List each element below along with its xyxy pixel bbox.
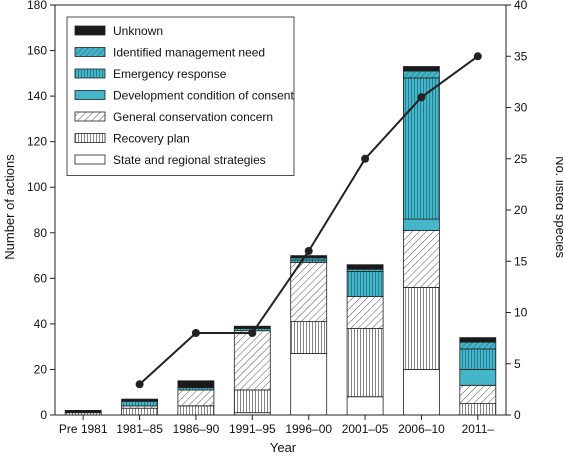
bar-general-conservation-concern-1996-00 [290, 261, 328, 322]
x-tick-label: 1981–85 [116, 422, 163, 436]
y-tick-label: 40 [34, 317, 48, 331]
y2-axis-title: No. listed species [553, 156, 563, 258]
y-tick-label: 100 [27, 180, 47, 194]
bar-unknown-2006-10 [402, 66, 440, 72]
y-tick-label: 60 [34, 271, 48, 285]
x-tick-label: 1996–00 [285, 422, 332, 436]
species-point-2006-10 [417, 93, 426, 102]
bar-unknown-pre-1981 [64, 409, 102, 414]
x-tick-label: 2011– [462, 422, 495, 436]
y-tick-label: 160 [27, 44, 47, 58]
y2-tick-label: 30 [514, 101, 528, 115]
legend-swatch-identified-management-need [74, 47, 106, 57]
bar-emergency-response-1986-90 [177, 387, 215, 391]
bar-general-conservation-concern-2001-05 [346, 296, 384, 329]
bar-emergency-response-2006-10 [402, 77, 440, 220]
y2-tick-label: 5 [514, 357, 521, 371]
species-point-2001-05 [361, 154, 370, 163]
legend-swatch-development-condition-of-consent [74, 90, 106, 100]
legend-label-state-and-regional-strategies: State and regional strategies [113, 153, 266, 167]
bar-general-conservation-concern-2006-10 [402, 230, 440, 288]
y2-tick-label: 20 [514, 203, 528, 217]
legend-swatch-unknown [74, 25, 106, 36]
y2-tick-label: 15 [514, 254, 528, 268]
species-point-1986-90 [191, 329, 200, 337]
y-tick-label: 140 [27, 89, 47, 103]
legend-label-unknown: Unknown [113, 24, 163, 38]
y-tick-label: 180 [27, 0, 47, 12]
legend-label-development-condition-of-consent: Development condition of consent [113, 89, 294, 103]
bar-development-condition-of-consent-2011 [459, 368, 497, 386]
bar-emergency-response-2001-05 [346, 271, 384, 298]
legend-swatch-general-conservation-concern [74, 111, 106, 122]
y2-tick-label: 0 [514, 408, 521, 422]
x-tick-label: 2001–05 [342, 422, 389, 436]
y2-tick-label: 25 [514, 152, 528, 166]
bar-state-and-regional-strategies-1996-00 [290, 353, 328, 416]
bar-recovery-plan-1991-95 [233, 389, 271, 414]
bars-group [64, 66, 497, 416]
bar-unknown-1981-85 [121, 398, 158, 402]
bar-unknown-1986-90 [177, 380, 215, 388]
bar-unknown-2001-05 [346, 264, 384, 270]
bar-recovery-plan-2011 [459, 403, 497, 416]
species-line-group [135, 52, 482, 389]
axes-group: 0 20 40 60 80 100 120 140 160 180 0 5 10 15 20 25 30 35 40… [27, 0, 528, 436]
species-point-1991-95 [248, 329, 257, 337]
bar-state-and-regional-strategies-2001-05 [346, 396, 384, 416]
legend-label-identified-management-need: Identified management need [113, 46, 265, 60]
legend-label-emergency-response: Emergency response [113, 67, 227, 81]
y-tick-label: 80 [34, 226, 48, 240]
bar-identified-management-need-2011 [459, 341, 497, 350]
y2-tick-label: 10 [514, 306, 528, 320]
bar-unknown-1991-95 [233, 325, 271, 329]
y-tick-label: 0 [40, 408, 47, 422]
bar-state-and-regional-strategies-2006-10 [402, 368, 440, 416]
species-point-1996-00 [304, 247, 313, 255]
y2-tick-label: 35 [514, 49, 528, 63]
legend-swatch-recovery-plan [74, 133, 106, 143]
species-point-2011 [473, 52, 482, 61]
bar-general-conservation-concern-1986-90 [177, 389, 215, 407]
x-tick-label: 1986–90 [173, 422, 220, 436]
species-point-1981-85 [135, 380, 144, 389]
bar-identified-management-need-2006-10 [402, 70, 440, 79]
bar-recovery-plan-1981-85 [121, 407, 158, 416]
bar-recovery-plan-1996-00 [290, 321, 328, 354]
bar-development-condition-of-consent-2006-10 [402, 218, 440, 231]
bar-emergency-response-1981-85 [121, 400, 158, 407]
bar-unknown-2011 [459, 337, 497, 343]
bar-general-conservation-concern-2011 [459, 384, 497, 404]
y-tick-label: 120 [27, 135, 47, 149]
legend-swatch-emergency-response [74, 68, 106, 79]
x-tick-label: 1991–95 [229, 422, 276, 436]
bar-recovery-plan-2001-05 [346, 327, 384, 398]
legend-swatch-state-and-regional-strategies [74, 154, 106, 165]
bar-general-conservation-concern-1991-95 [233, 330, 271, 391]
bar-emergency-response-2011 [459, 348, 497, 370]
bar-recovery-plan-1986-90 [177, 405, 215, 416]
y2-tick-label: 40 [514, 0, 528, 12]
x-tick-label: Pre 1981 [59, 422, 108, 436]
bar-recovery-plan-2006-10 [402, 286, 440, 370]
legend-label-recovery-plan: Recovery plan [113, 132, 190, 146]
y-axis-title: Number of actions [2, 154, 17, 260]
legend: Unknown Identified management need Emergen… [66, 16, 294, 176]
legend-label-general-conservation-concern: General conservation concern [113, 110, 273, 124]
x-tick-label: 2006–10 [398, 422, 445, 436]
y-tick-label: 20 [34, 362, 48, 376]
bar-unknown-1996-00 [290, 255, 328, 259]
x-axis-title: Year [270, 440, 297, 455]
